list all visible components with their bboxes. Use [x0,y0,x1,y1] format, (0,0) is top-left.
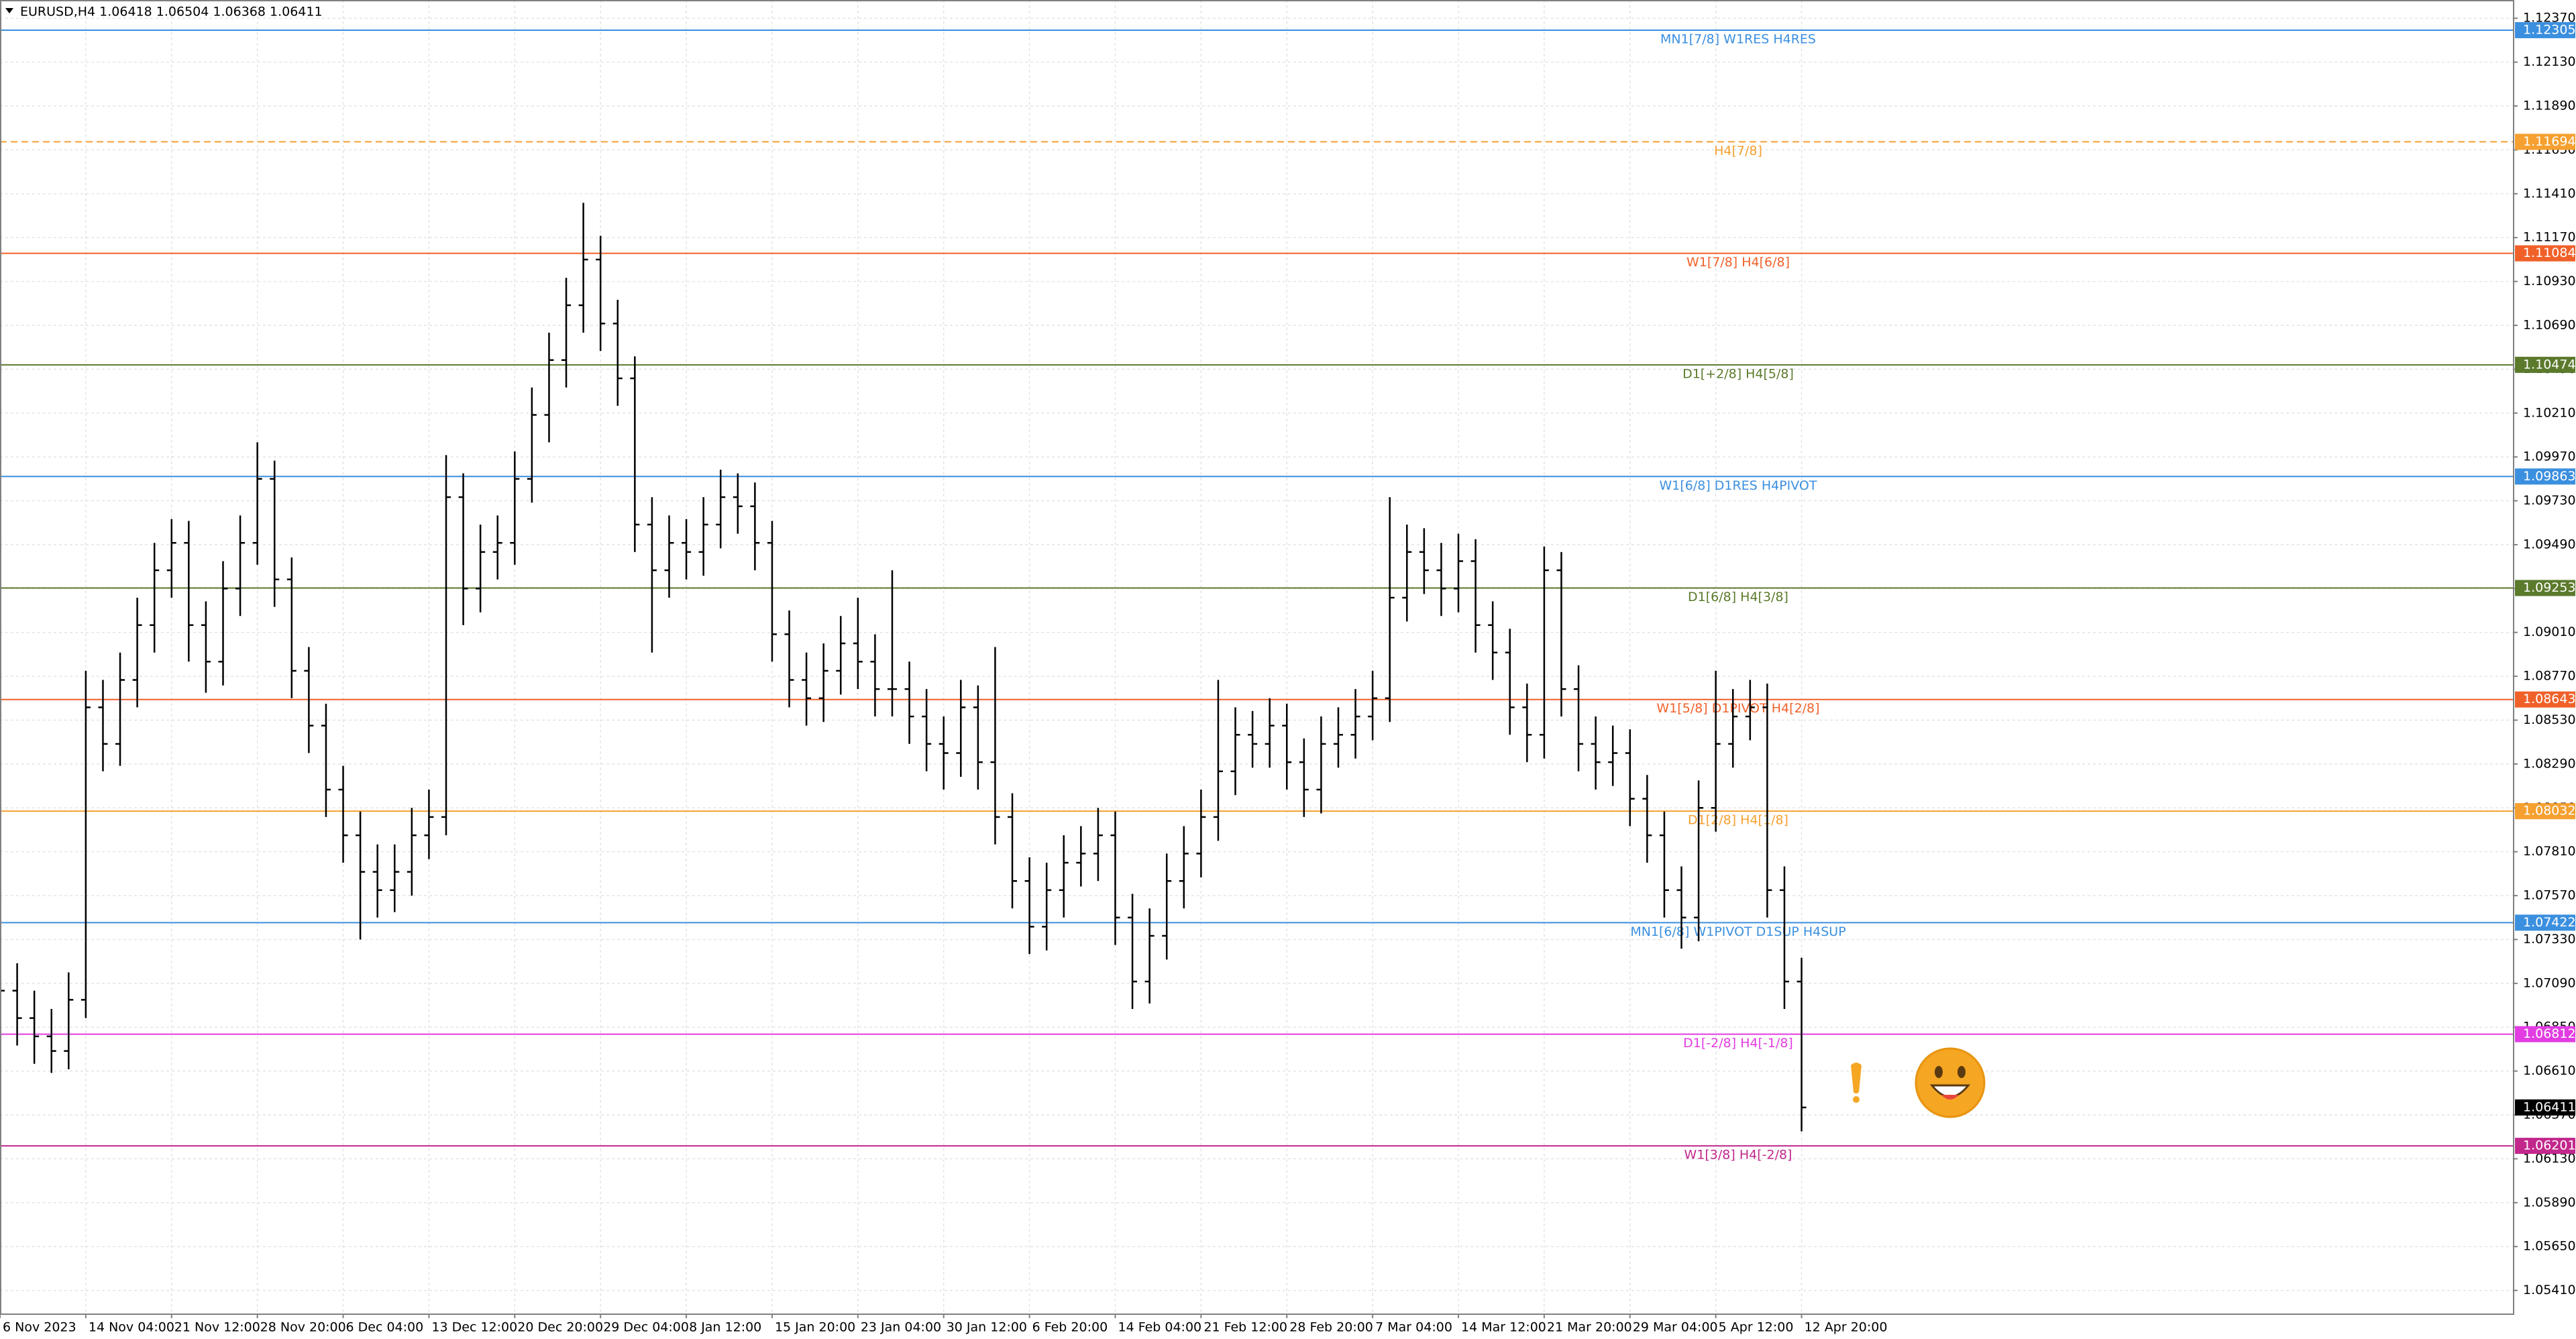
plot-frame [0,0,2514,1315]
price-box [2515,21,2575,38]
price-box-label: 1.06201 [2523,1138,2576,1153]
price-box [2515,580,2575,596]
level-label: MN1[6/8] W1PIVOT D1SUP H4SUP [1630,924,1845,939]
smiley-eye [1935,1066,1943,1078]
price-box-label: 1.08643 [2523,692,2576,706]
smiley-tongue [1941,1095,1959,1100]
y-tick-label: 1.09970 [2523,449,2576,464]
price-box-label: 1.08032 [2523,804,2576,818]
price-box [2515,356,2575,373]
x-tick-label: 14 Feb 04:00 [1118,1320,1201,1335]
level-label: W1[6/8] D1RES H4PIVOT [1659,478,1817,493]
level-label: H4[7/8] [1714,144,1762,158]
price-box-label: 1.10474 [2523,357,2576,372]
price-box-label: 1.11694 [2523,134,2576,149]
exclamation-body [1851,1063,1862,1093]
price-box [2515,1026,2575,1042]
x-tick-label: 6 Dec 04:00 [346,1320,424,1335]
y-tick-label: 1.05650 [2523,1239,2576,1254]
y-tick-label: 1.10930 [2523,274,2576,288]
x-tick-label: 28 Nov 20:00 [260,1320,346,1335]
x-tick-label: 20 Dec 20:00 [517,1320,603,1335]
x-tick-label: 30 Jan 12:00 [947,1320,1027,1335]
levels-layer: MN1[7/8] W1RES H4RES H4[7/8] W1[7/8] H4[6/… [0,29,2514,1163]
y-tick-label: 1.06130 [2523,1151,2576,1166]
y-tick-label: 1.08770 [2523,669,2576,684]
price-box [2515,914,2575,931]
price-box [2515,803,2575,820]
x-tick-label: 5 Apr 12:00 [1719,1320,1794,1335]
level-label: W1[3/8] H4[-2/8] [1684,1148,1792,1163]
smiley-eye [1957,1066,1966,1078]
current-price-box [2515,1099,2575,1116]
x-tick-label: 21 Feb 12:00 [1203,1320,1287,1335]
axis-layer: 1.054101.056501.058901.061301.063701.066… [0,11,2576,1335]
x-tick-label: 7 Mar 04:00 [1375,1320,1452,1335]
y-tick-label: 1.07570 [2523,888,2576,903]
y-tick-label: 1.06610 [2523,1063,2576,1078]
price-box [2515,133,2575,150]
level-label: D1[-2/8] H4[-1/8] [1683,1036,1793,1051]
y-tick-label: 1.08290 [2523,756,2576,771]
x-tick-label: 6 Feb 20:00 [1032,1320,1108,1335]
x-tick-label: 13 Dec 12:00 [431,1320,517,1335]
y-tick-label: 1.08530 [2523,712,2576,727]
price-box-label: 1.09253 [2523,580,2576,595]
y-tick-label: 1.09730 [2523,493,2576,508]
x-tick-label: 29 Mar 04:00 [1633,1320,1718,1335]
x-tick-label: 8 Jan 12:00 [689,1320,761,1335]
bars-layer [0,203,1807,1132]
chart-title: EURUSD,H4 1.06418 1.06504 1.06368 1.0641… [20,5,323,19]
x-tick-label: 6 Nov 2023 [3,1320,76,1335]
current-price-label: 1.06411 [2523,1100,2576,1114]
level-label: W1[7/8] H4[6/8] [1686,255,1790,270]
price-box [2515,691,2575,708]
title-arrow [5,8,13,13]
level-label: D1[+2/8] H4[5/8] [1682,366,1794,381]
smiley-face [1915,1047,1986,1118]
price-box-label: 1.09863 [2523,469,2576,484]
x-tick-label: 21 Nov 12:00 [174,1320,260,1335]
price-box [2515,1138,2575,1155]
y-tick-label: 1.10690 [2523,317,2576,332]
grid-layer [0,0,2514,1314]
y-tick-label: 1.09010 [2523,625,2576,639]
price-box [2515,245,2575,262]
y-tick-label: 1.07330 [2523,932,2576,947]
level-label: D1[6/8] H4[3/8] [1688,590,1788,604]
x-tick-label: 28 Feb 20:00 [1289,1320,1373,1335]
price-box-label: 1.12305 [2523,22,2576,37]
alert-icon [1851,1063,1862,1103]
y-tick-label: 1.12130 [2523,54,2576,69]
y-tick-label: 1.11890 [2523,99,2576,113]
x-tick-label: 14 Nov 04:00 [89,1320,174,1335]
x-tick-label: 29 Dec 04:00 [603,1320,689,1335]
price-box [2515,468,2575,485]
y-tick-label: 1.05890 [2523,1195,2576,1210]
y-tick-label: 1.09490 [2523,537,2576,551]
price-box-label: 1.11084 [2523,246,2576,260]
y-tick-label: 1.07810 [2523,844,2576,859]
y-tick-label: 1.07090 [2523,975,2576,990]
y-tick-label: 1.10210 [2523,405,2576,420]
y-tick-label: 1.11170 [2523,230,2576,245]
level-label: W1[5/8] D1PIVOT H4[2/8] [1656,701,1819,716]
level-label: D1[2/8] H4[1/8] [1688,813,1788,828]
y-tick-label: 1.11410 [2523,186,2576,201]
y-tick-label: 1.05410 [2523,1283,2576,1297]
x-tick-label: 12 Apr 20:00 [1805,1320,1888,1335]
x-tick-label: 21 Mar 20:00 [1547,1320,1632,1335]
price-box-label: 1.06812 [2523,1026,2576,1041]
x-tick-label: 15 Jan 20:00 [775,1320,855,1335]
price-box-label: 1.07422 [2523,915,2576,930]
level-label: MN1[7/8] W1RES H4RES [1660,32,1816,46]
x-tick-label: 14 Mar 12:00 [1461,1320,1546,1335]
exclamation-dot [1853,1096,1860,1103]
smiley-icon [1915,1047,1986,1118]
y-tick-label: 1.12370 [2523,11,2576,25]
x-tick-label: 23 Jan 04:00 [861,1320,941,1335]
